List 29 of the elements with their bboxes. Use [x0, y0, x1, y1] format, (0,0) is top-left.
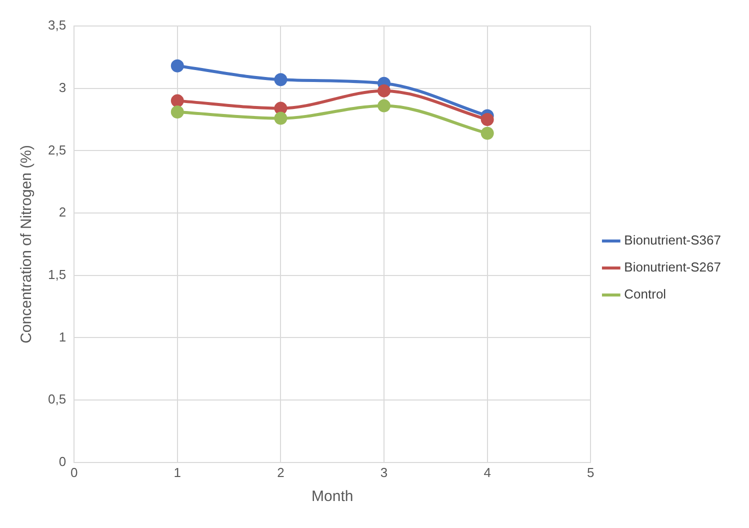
point [170, 59, 184, 72]
x-tick-label: 5 [587, 464, 594, 480]
y-tick-label: 0 [58, 454, 66, 469]
legend-label: Bionutrient-S367 [624, 232, 722, 248]
legend-label: Control [624, 286, 666, 302]
x-tick-label: 2 [277, 464, 284, 480]
x-tick-label: 1 [174, 464, 182, 480]
point [480, 126, 494, 140]
point [378, 84, 391, 98]
point [170, 106, 184, 119]
x-tick-label: 0 [70, 464, 78, 480]
y-tick-label: 3,5 [48, 18, 66, 33]
y-tick-label: 1 [58, 329, 66, 344]
point [274, 73, 288, 86]
y-tick-label: 0,5 [48, 392, 66, 407]
y-tick-label: 2 [58, 204, 66, 220]
legend-label: Bionutrient-S267 [624, 260, 722, 275]
y-tick-label: 2,5 [48, 142, 66, 158]
point [170, 94, 184, 108]
point [480, 113, 494, 126]
point [274, 112, 288, 125]
y-tick-label: 1,5 [48, 266, 66, 282]
point [378, 99, 391, 112]
x-axis-title: Month [312, 488, 354, 506]
x-tick-label: 4 [484, 464, 491, 480]
x-tick-label: 3 [380, 464, 388, 480]
y-tick-label: 3 [58, 80, 66, 95]
point [274, 102, 288, 115]
y-axis-title: Concentration of Nitrogen (%) [18, 144, 36, 344]
